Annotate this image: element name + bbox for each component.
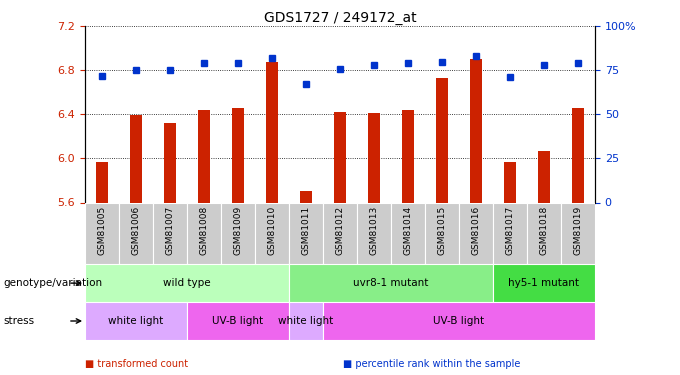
Text: GSM81017: GSM81017 [505, 206, 515, 255]
Bar [289, 202, 323, 264]
Text: white light: white light [108, 316, 164, 326]
Bar [130, 116, 142, 202]
Bar [572, 108, 584, 202]
Text: wild type: wild type [163, 278, 211, 288]
Bar [289, 302, 323, 340]
Text: GSM81016: GSM81016 [471, 206, 481, 255]
Bar [119, 202, 153, 264]
Text: ■ percentile rank within the sample: ■ percentile rank within the sample [343, 359, 521, 369]
Bar [266, 62, 278, 202]
Bar [334, 112, 346, 202]
Bar [436, 78, 448, 203]
Text: white light: white light [278, 316, 334, 326]
Bar [300, 192, 312, 202]
Bar [493, 264, 595, 302]
Text: GSM81019: GSM81019 [573, 206, 583, 255]
Text: GSM81011: GSM81011 [301, 206, 311, 255]
Text: GSM81009: GSM81009 [233, 206, 243, 255]
Text: GSM81007: GSM81007 [165, 206, 175, 255]
Text: GSM81010: GSM81010 [267, 206, 277, 255]
Bar [187, 302, 289, 340]
Bar [289, 264, 493, 302]
Text: GSM81012: GSM81012 [335, 206, 345, 255]
Bar [187, 202, 221, 264]
Text: uvr8-1 mutant: uvr8-1 mutant [354, 278, 428, 288]
Bar [527, 202, 561, 264]
Bar [164, 123, 176, 202]
Bar [198, 110, 210, 202]
Text: GSM81006: GSM81006 [131, 206, 141, 255]
Bar [85, 264, 289, 302]
Text: GSM81015: GSM81015 [437, 206, 447, 255]
Bar [255, 202, 289, 264]
Bar [221, 202, 255, 264]
Bar [561, 202, 595, 264]
Text: genotype/variation: genotype/variation [3, 278, 103, 288]
Bar [85, 302, 187, 340]
Bar [153, 202, 187, 264]
Bar [459, 202, 493, 264]
Bar [323, 302, 595, 340]
Bar [85, 202, 119, 264]
Bar [323, 202, 357, 264]
Text: ■ transformed count: ■ transformed count [85, 359, 188, 369]
Bar [425, 202, 459, 264]
Bar [96, 162, 108, 202]
Text: GSM81008: GSM81008 [199, 206, 209, 255]
Text: GSM81014: GSM81014 [403, 206, 413, 255]
Text: hy5-1 mutant: hy5-1 mutant [509, 278, 579, 288]
Text: GSM81018: GSM81018 [539, 206, 549, 255]
Bar [504, 162, 516, 202]
Text: UV-B light: UV-B light [212, 316, 264, 326]
Bar [493, 202, 527, 264]
Text: GSM81005: GSM81005 [97, 206, 107, 255]
Bar [368, 113, 380, 202]
Text: stress: stress [3, 316, 35, 326]
Bar [470, 59, 482, 202]
Bar [391, 202, 425, 264]
Title: GDS1727 / 249172_at: GDS1727 / 249172_at [264, 11, 416, 25]
Text: GSM81013: GSM81013 [369, 206, 379, 255]
Bar [232, 108, 244, 202]
Bar [357, 202, 391, 264]
Text: UV-B light: UV-B light [433, 316, 485, 326]
Bar [538, 151, 550, 202]
Bar [402, 110, 414, 202]
